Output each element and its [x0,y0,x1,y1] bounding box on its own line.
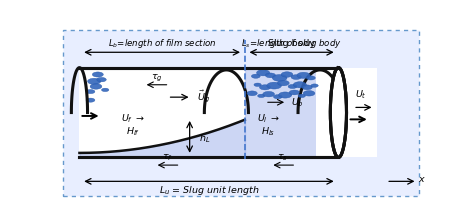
Circle shape [256,70,270,76]
Circle shape [297,72,310,78]
Circle shape [258,94,265,98]
Text: $L_u$ = Slug unit length: $L_u$ = Slug unit length [159,184,259,197]
Circle shape [293,82,307,88]
Circle shape [251,74,260,78]
Circle shape [86,98,95,102]
Circle shape [92,72,103,77]
Circle shape [303,91,315,96]
Text: $H_{ls}$: $H_{ls}$ [262,126,276,138]
Circle shape [298,94,305,98]
Circle shape [307,76,315,80]
Text: $L_b$=length of film section: $L_b$=length of film section [108,37,217,50]
Text: $L_s$=length of slug body: $L_s$=length of slug body [241,37,342,50]
Text: $U_l\ \rightarrow$: $U_l\ \rightarrow$ [257,112,281,125]
Circle shape [265,73,275,78]
Circle shape [273,95,282,99]
Text: $U_b$: $U_b$ [291,96,303,109]
Text: Slug body: Slug body [268,39,315,48]
Circle shape [279,92,292,98]
Circle shape [281,72,293,77]
Bar [316,68,355,157]
Bar [80,68,377,157]
Circle shape [254,83,261,86]
Circle shape [267,82,282,89]
Circle shape [90,84,102,89]
Text: $\tau_g$: $\tau_g$ [151,73,163,84]
Circle shape [88,78,101,84]
Text: x: x [419,175,424,184]
Text: $\tau_s$: $\tau_s$ [277,153,288,163]
Circle shape [86,89,95,94]
Circle shape [289,90,300,95]
Circle shape [247,91,257,96]
Text: $U_f\ \rightarrow$: $U_f\ \rightarrow$ [121,112,145,125]
Ellipse shape [330,68,346,157]
Text: $h_L$: $h_L$ [199,132,210,145]
Circle shape [97,77,106,82]
Text: $\vec{U}_g$: $\vec{U}_g$ [197,89,210,105]
Circle shape [272,75,287,81]
Text: $H_{lf}$: $H_{lf}$ [126,126,140,138]
FancyBboxPatch shape [63,30,419,196]
Circle shape [291,75,301,79]
Circle shape [101,88,109,92]
Circle shape [302,85,312,90]
Circle shape [259,85,271,90]
Text: $\tau_f$: $\tau_f$ [162,153,173,163]
Circle shape [311,84,318,87]
Text: $U_t$: $U_t$ [355,88,366,101]
Circle shape [277,80,289,86]
Circle shape [288,84,297,89]
Circle shape [263,91,274,97]
